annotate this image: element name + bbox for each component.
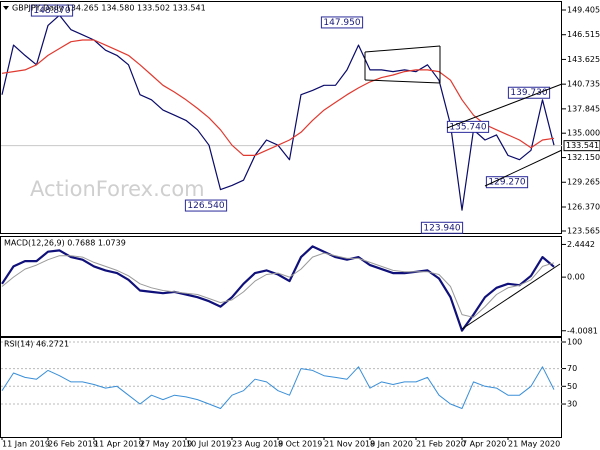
price-panel — [0, 1, 562, 234]
current-price-label: 133.541 — [566, 141, 599, 150]
y-tick-label: 50 — [567, 382, 577, 391]
y-tick-label: 126.370 — [567, 203, 600, 212]
y-tick-label: 132.150 — [567, 153, 600, 162]
rsi-title: RSI(14) 46.2721 — [4, 340, 69, 349]
x-tick-label: 10 Jul 2019 — [186, 440, 231, 449]
y-tick-label: 143.625 — [567, 55, 600, 64]
y-tick-label: 123.565 — [567, 226, 600, 235]
x-tick-label: 27 May 2019 — [140, 440, 192, 449]
y-tick-label: 2.4442 — [567, 240, 595, 249]
x-tick-label: 11 Jan 2019 — [2, 440, 50, 449]
y-tick-label: 30 — [567, 400, 577, 409]
y-tick-label: 135.000 — [567, 129, 600, 138]
annotation-box — [446, 120, 490, 133]
annotation-label: 135.740 — [449, 122, 486, 132]
x-tick-label: 21 Nov 2019 — [324, 440, 375, 449]
chart-title: GBPJPY,Daily 134.265 134.580 133.502 133… — [12, 4, 206, 13]
macd-title: MACD(12,26,9) 0.7688 1.0739 — [4, 239, 126, 248]
y-tick-label: 70 — [567, 364, 577, 373]
annotation-label: 129.270 — [488, 178, 525, 188]
x-tick-label: 21 Feb 2020 — [416, 440, 466, 449]
macd-panel — [0, 236, 562, 337]
y-tick-label: 0.00 — [567, 273, 585, 282]
series-line — [1, 366, 555, 409]
y-tick-label: 137.845 — [567, 104, 600, 113]
trend-line — [446, 83, 563, 129]
annotation-box — [485, 176, 529, 189]
x-tick-label: 21 May 2020 — [508, 440, 560, 449]
annotation-label: 123.940 — [423, 223, 460, 233]
rsi-panel — [0, 337, 562, 438]
trend-line — [484, 149, 563, 187]
plot-layer: 149.405 146.515 143.625 140.735 137.845 135.0… — [1, 4, 600, 449]
series-line — [1, 39, 555, 156]
x-tick-label: 8 Oct 2019 — [278, 440, 322, 449]
y-tick-label: 100 — [567, 337, 582, 346]
y-tick-label: 149.405 — [567, 5, 600, 14]
y-tick-label: 146.515 — [567, 30, 600, 39]
x-tick-label: 8 Jan 2020 — [370, 440, 413, 449]
annotation-box — [30, 4, 74, 17]
series-line — [1, 252, 555, 318]
x-tick-label: 11 Apr 2019 — [94, 440, 143, 449]
x-tick-label: 23 Aug 2019 — [232, 440, 283, 449]
title-icon — [3, 6, 9, 10]
annotation-box — [507, 86, 551, 99]
annotation-label: 139.730 — [510, 88, 547, 98]
annotation-label: 126.540 — [187, 201, 224, 211]
trend-line — [364, 45, 441, 53]
y-tick-label: -4.0081 — [567, 326, 598, 335]
watermark: ActionForex.com — [30, 177, 205, 201]
y-tick-label: 140.735 — [567, 80, 600, 89]
annotation-box — [420, 221, 464, 234]
current-price-box — [563, 140, 600, 152]
y-tick-label: 129.265 — [567, 178, 600, 187]
x-tick-label: 7 Apr 2020 — [462, 440, 506, 449]
x-tick-label: 26 Feb 2019 — [48, 440, 98, 449]
annotation-box — [320, 16, 364, 29]
annotation-box — [184, 199, 228, 212]
series-line — [1, 245, 555, 332]
annotation-label: 147.950 — [323, 18, 360, 28]
trend-line — [461, 263, 561, 330]
trend-line — [364, 79, 441, 84]
annotation-label: 148.870 — [33, 6, 70, 16]
